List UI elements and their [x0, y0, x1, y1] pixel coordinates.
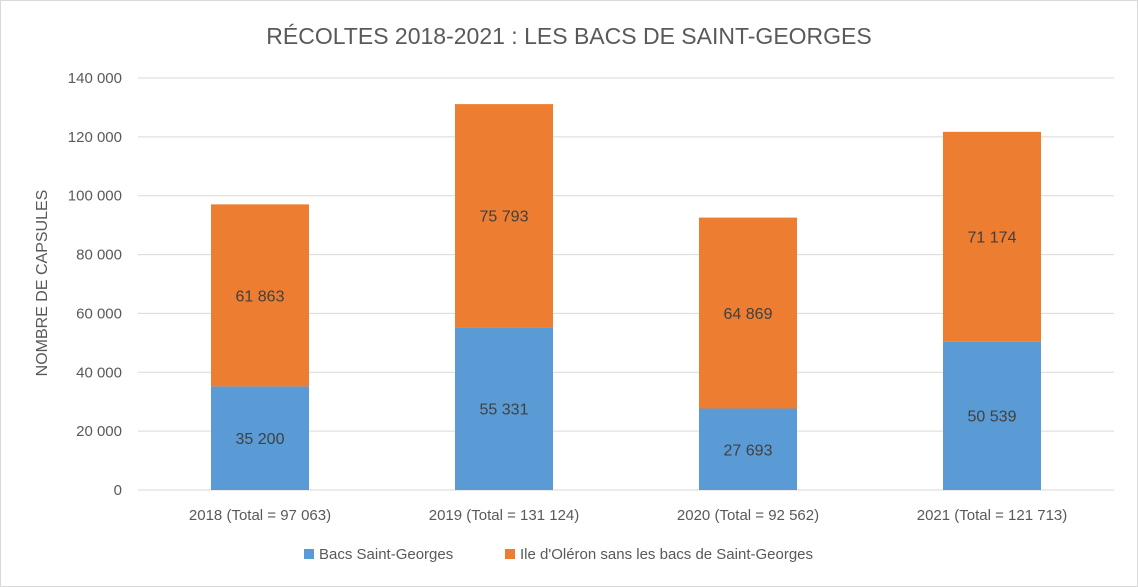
bars: [211, 104, 1041, 490]
legend: Bacs Saint-Georges Ile d'Oléron sans les …: [304, 546, 813, 563]
data-label: 64 869: [724, 306, 773, 323]
y-tick-label: 100 000: [68, 188, 122, 205]
bar-segment: [455, 327, 553, 490]
data-label: 55 331: [480, 402, 529, 419]
y-tick-label: 60 000: [76, 305, 122, 322]
y-axis-label: NOMBRE DE CAPSULES: [34, 190, 51, 377]
y-tick-label: 0: [114, 482, 122, 499]
data-label: 27 693: [724, 442, 773, 459]
bar-segment: [211, 204, 309, 387]
bar-segment: [455, 104, 553, 328]
data-labels: 35 200 61 863 55 331 75 793 27 693 64 869 50 5…: [236, 209, 1017, 460]
x-tick-labels: 2018 (Total = 97 063) 2019 (Total = 131 1…: [189, 507, 1067, 524]
data-label: 35 200: [236, 431, 285, 448]
data-label: 71 174: [968, 230, 1017, 247]
data-label: 61 863: [236, 288, 285, 305]
bar-segment: [699, 408, 797, 490]
bar-segment: [211, 386, 309, 490]
bar-segment: [943, 131, 1041, 342]
y-tick-label: 80 000: [76, 247, 122, 264]
x-tick-label: 2018 (Total = 97 063): [189, 507, 331, 524]
data-label: 75 793: [480, 209, 529, 226]
y-tick-label: 20 000: [76, 423, 122, 440]
y-tick-label: 120 000: [68, 129, 122, 146]
chart-title: RÉCOLTES 2018-2021 : LES BACS DE SAINT-G…: [266, 23, 871, 49]
legend-label: Ile d'Oléron sans les bacs de Saint-Geor…: [520, 546, 813, 563]
legend-swatch: [304, 549, 314, 559]
bar-segment: [943, 341, 1041, 490]
y-tick-label: 40 000: [76, 364, 122, 381]
legend-label: Bacs Saint-Georges: [319, 546, 453, 563]
y-tick-label: 140 000: [68, 70, 122, 87]
x-tick-label: 2020 (Total = 92 562): [677, 507, 819, 524]
legend-swatch: [505, 549, 515, 559]
x-tick-label: 2019 (Total = 131 124): [429, 507, 580, 524]
bar-segment: [699, 217, 797, 409]
data-label: 50 539: [968, 409, 1017, 426]
x-tick-label: 2021 (Total = 121 713): [917, 507, 1068, 524]
y-tick-labels: 0 20 000 40 000 60 000 80 000 100 000 120 000 1…: [68, 70, 122, 499]
